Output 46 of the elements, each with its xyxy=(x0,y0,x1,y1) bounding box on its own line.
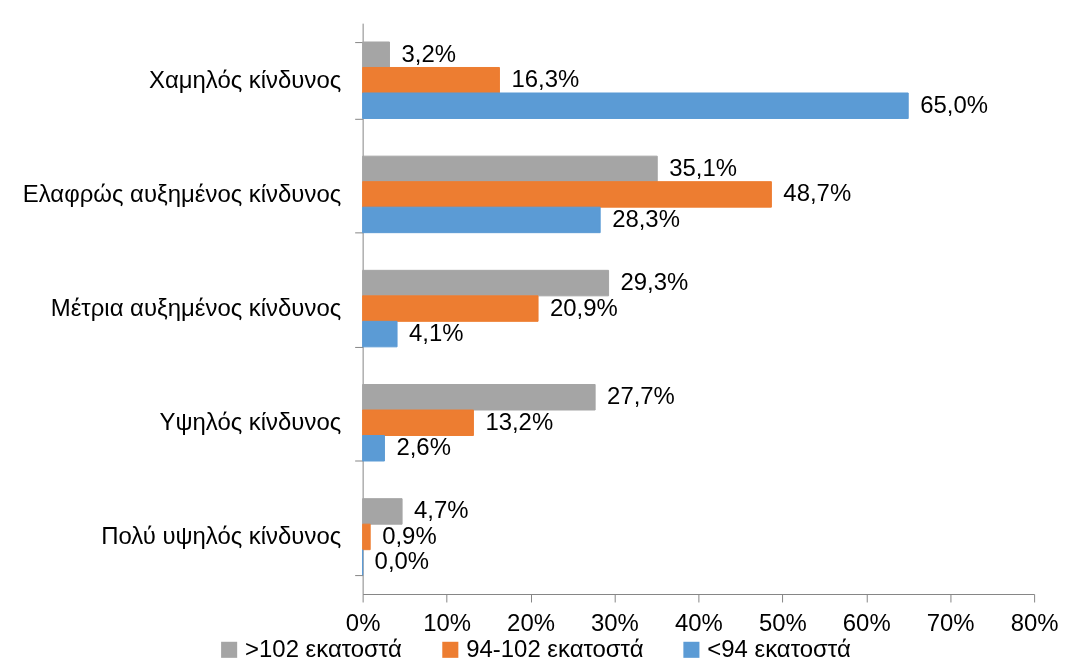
x-tick-label: 50% xyxy=(758,609,807,637)
bar xyxy=(362,155,658,183)
bar xyxy=(362,41,390,68)
x-tick-label: 0% xyxy=(345,609,381,637)
data-label: 20,9% xyxy=(550,293,618,321)
x-tick-label: 60% xyxy=(842,609,891,637)
x-tick-label: 30% xyxy=(591,609,639,637)
data-label: 3,2% xyxy=(401,39,456,67)
bar xyxy=(362,435,385,462)
data-label: 65,0% xyxy=(920,90,988,118)
legend-label: <94 εκατοστά xyxy=(707,634,851,659)
x-tick-label: 10% xyxy=(423,609,471,637)
data-label: 2,6% xyxy=(396,433,451,461)
y-tick-label: Υψηλός κίνδυνος xyxy=(159,408,342,436)
data-label: 16,3% xyxy=(511,65,580,93)
bar xyxy=(362,269,610,297)
bar xyxy=(362,295,539,322)
data-label: 27,7% xyxy=(607,382,675,410)
data-label: 35,1% xyxy=(669,153,737,181)
data-label: 4,1% xyxy=(409,319,464,347)
bar xyxy=(362,206,601,234)
x-tick-label: 70% xyxy=(926,609,975,637)
data-label: 0,9% xyxy=(382,521,437,549)
legend-label: >102 εκατοστά xyxy=(245,634,402,659)
data-label: 4,7% xyxy=(414,496,469,524)
data-label: 0,0% xyxy=(374,547,430,575)
bar xyxy=(362,181,772,208)
x-tick-label: 40% xyxy=(674,609,723,637)
bar xyxy=(362,92,909,119)
data-label: 28,3% xyxy=(612,204,680,232)
bar xyxy=(362,66,500,94)
data-label: 48,7% xyxy=(783,179,852,207)
y-tick-label: Μέτρια αυξημένος κίνδυνος xyxy=(50,294,342,322)
x-tick-label: 20% xyxy=(507,609,555,637)
bar xyxy=(362,320,398,348)
y-tick-label: Χαμηλός κίνδυνος xyxy=(148,65,342,93)
bar xyxy=(362,409,474,437)
x-tick-label: 80% xyxy=(1010,609,1059,637)
bar xyxy=(362,498,403,525)
legend-label: 94-102 εκατοστά xyxy=(466,634,644,659)
bar xyxy=(362,384,596,411)
data-label: 13,2% xyxy=(485,407,554,435)
bar xyxy=(362,523,371,551)
data-label: 29,3% xyxy=(620,268,689,296)
y-tick-label: Ελαφρώς αυξημένος κίνδυνος xyxy=(22,179,342,207)
y-tick-label: Πολύ υψηλός κίνδυνος xyxy=(101,522,342,550)
